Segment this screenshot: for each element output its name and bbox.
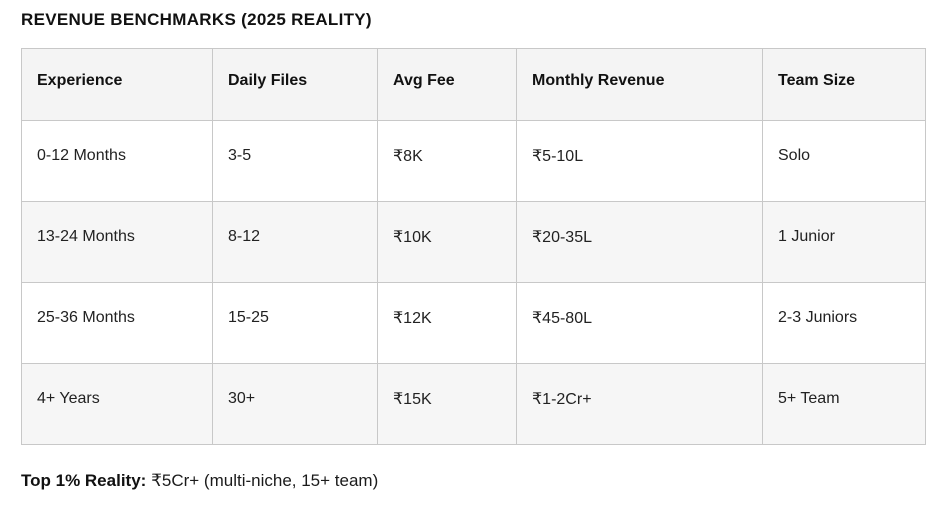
table-header: Experience Daily Files Avg Fee Monthly R…	[21, 48, 926, 121]
cell-avg-fee: ₹8K	[377, 120, 517, 202]
cell-experience: 0-12 Months	[21, 120, 213, 202]
cell-monthly-revenue: ₹45-80L	[516, 282, 763, 364]
cell-experience: 4+ Years	[21, 363, 213, 445]
table-row: 13-24 Months 8-12 ₹10K ₹20-35L 1 Junior	[21, 201, 926, 283]
cell-team-size: Solo	[762, 120, 926, 202]
header-row: Experience Daily Files Avg Fee Monthly R…	[21, 48, 926, 121]
cell-team-size: 5+ Team	[762, 363, 926, 445]
cell-experience: 13-24 Months	[21, 201, 213, 283]
cell-team-size: 2-3 Juniors	[762, 282, 926, 364]
cell-avg-fee: ₹10K	[377, 201, 517, 283]
cell-monthly-revenue: ₹1-2Cr+	[516, 363, 763, 445]
table-row: 25-36 Months 15-25 ₹12K ₹45-80L 2-3 Juni…	[21, 282, 926, 364]
cell-experience: 25-36 Months	[21, 282, 213, 364]
cell-monthly-revenue: ₹20-35L	[516, 201, 763, 283]
cell-avg-fee: ₹12K	[377, 282, 517, 364]
column-header-avg-fee: Avg Fee	[377, 48, 517, 121]
cell-daily-files: 8-12	[212, 201, 378, 283]
cell-daily-files: 30+	[212, 363, 378, 445]
cell-avg-fee: ₹15K	[377, 363, 517, 445]
cell-daily-files: 15-25	[212, 282, 378, 364]
column-header-team-size: Team Size	[762, 48, 926, 121]
table-row: 4+ Years 30+ ₹15K ₹1-2Cr+ 5+ Team	[21, 363, 926, 445]
table-body: 0-12 Months 3-5 ₹8K ₹5-10L Solo 13-24 Mo…	[21, 120, 926, 445]
column-header-daily-files: Daily Files	[212, 48, 378, 121]
column-header-monthly-revenue: Monthly Revenue	[516, 48, 763, 121]
page-title: REVENUE BENCHMARKS (2025 REALITY)	[21, 10, 372, 29]
cell-daily-files: 3-5	[212, 120, 378, 202]
footnote: Top 1% Reality: ₹5Cr+ (multi-niche, 15+ …	[21, 471, 925, 491]
revenue-benchmarks-table: Experience Daily Files Avg Fee Monthly R…	[21, 48, 926, 445]
cell-monthly-revenue: ₹5-10L	[516, 120, 763, 202]
cell-team-size: 1 Junior	[762, 201, 926, 283]
table-row: 0-12 Months 3-5 ₹8K ₹5-10L Solo	[21, 120, 926, 202]
footnote-label: Top 1% Reality:	[21, 471, 147, 490]
footnote-value: ₹5Cr+ (multi-niche, 15+ team)	[151, 471, 379, 490]
column-header-experience: Experience	[21, 48, 213, 121]
